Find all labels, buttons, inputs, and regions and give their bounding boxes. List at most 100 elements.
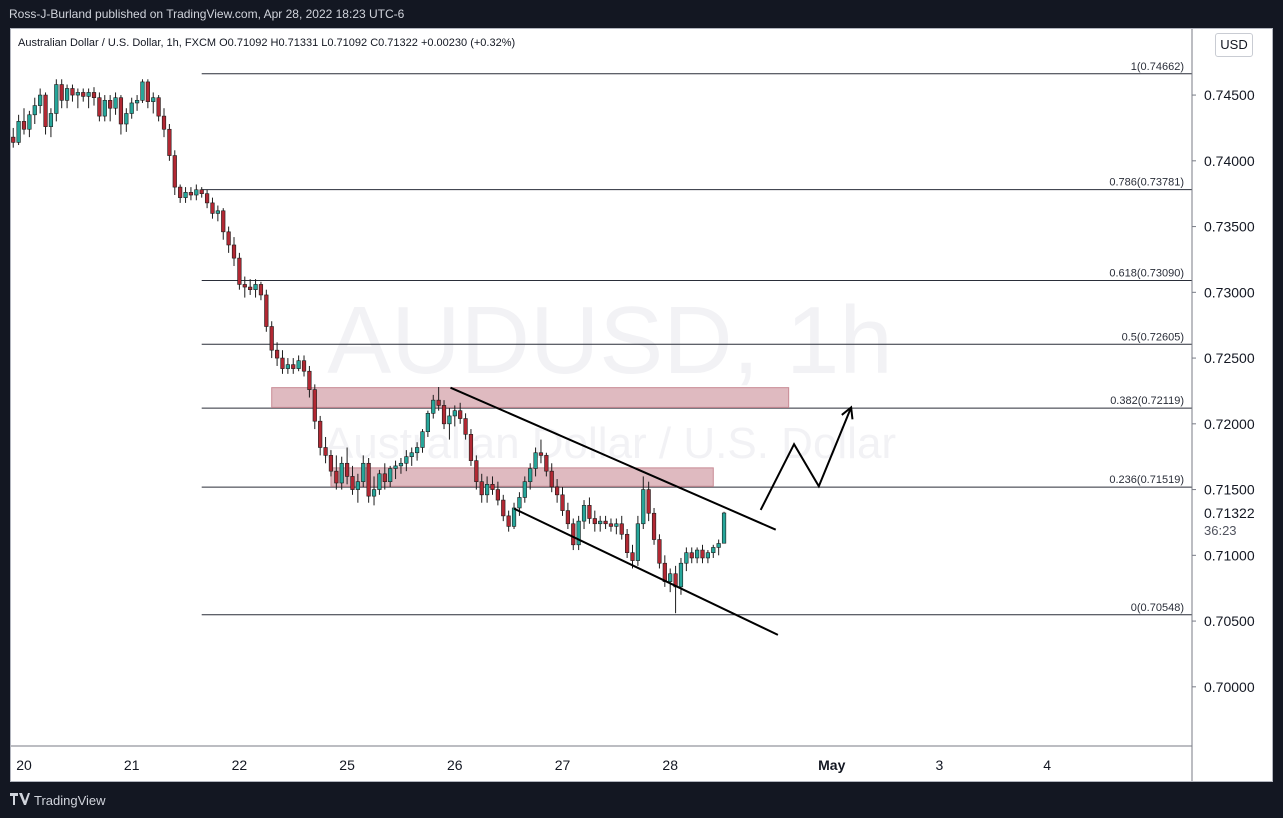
- candle-up: [695, 549, 700, 559]
- candle-down: [172, 155, 177, 188]
- candle-down: [70, 88, 75, 96]
- candle-up: [528, 468, 533, 482]
- candle-up: [576, 520, 581, 546]
- time-tick-label: 28: [662, 757, 678, 773]
- candle-down: [11, 136, 16, 143]
- currency-button[interactable]: USD: [1215, 33, 1253, 57]
- candle-down: [608, 523, 614, 527]
- tradingview-brand-label: TradingView: [34, 793, 106, 808]
- candle-down: [689, 552, 694, 559]
- candle-up: [614, 523, 619, 527]
- channel-trendline[interactable]: [513, 507, 779, 636]
- candle-down: [204, 193, 210, 204]
- candle-up: [377, 473, 382, 490]
- candle-up: [124, 113, 129, 125]
- candle-up: [296, 360, 301, 369]
- candle-down: [210, 202, 215, 214]
- candle-up: [27, 114, 32, 130]
- candle-down: [565, 510, 570, 525]
- candle-down: [188, 192, 194, 196]
- candle-up: [517, 497, 522, 509]
- candle-up: [38, 94, 43, 106]
- candle-up: [425, 413, 430, 433]
- projection-arrowhead-icon: [841, 405, 854, 420]
- candle-up: [393, 465, 398, 469]
- candle-up: [371, 489, 377, 497]
- candle-up: [452, 410, 457, 417]
- candle-down: [334, 470, 339, 484]
- candle-down: [280, 357, 285, 369]
- candle-down: [258, 284, 264, 296]
- candle-down: [167, 128, 172, 156]
- chart-area[interactable]: AUDUSD, 1h Australian Dollar / U.S. Dolla…: [10, 28, 1273, 782]
- candle-down: [221, 210, 226, 233]
- price-tick-label: 0.73500: [1204, 219, 1255, 235]
- candle-up: [447, 415, 452, 425]
- candle-down: [178, 186, 183, 198]
- projection-path[interactable]: [759, 407, 853, 511]
- last-price-tag-bg: [1193, 502, 1273, 539]
- candle-down: [156, 97, 161, 117]
- candle-down: [463, 418, 468, 435]
- candle-up: [533, 452, 538, 469]
- tradingview-logo-icon: [10, 793, 30, 808]
- candle-down: [264, 294, 269, 327]
- symbol-legend: Australian Dollar / U.S. Dollar, 1h, FXC…: [18, 37, 515, 49]
- tradingview-brand[interactable]: TradingView: [10, 793, 106, 808]
- candle-up: [420, 431, 425, 448]
- candle-down: [274, 349, 280, 359]
- candle-up: [285, 364, 290, 369]
- candle-up: [355, 481, 360, 490]
- candle-down: [366, 462, 371, 497]
- time-tick-label: 27: [555, 757, 571, 773]
- candle-up: [86, 92, 91, 97]
- candle-down: [118, 97, 124, 125]
- candle-up: [705, 552, 710, 559]
- candle-down: [700, 549, 705, 559]
- candle-down: [625, 533, 630, 553]
- candle-down: [199, 189, 204, 194]
- fib-level-label: 0.382(0.72119): [1110, 395, 1184, 407]
- candle-up: [194, 189, 199, 196]
- candle-down: [307, 370, 312, 390]
- candle-down: [350, 476, 355, 490]
- candle-down: [108, 100, 113, 109]
- candle-down: [382, 473, 387, 482]
- price-tick-label: 0.70000: [1204, 679, 1255, 695]
- candle-down: [318, 420, 323, 448]
- candle-down: [161, 115, 167, 130]
- candle-down: [571, 523, 576, 546]
- watermark-symbol: AUDUSD, 1h: [327, 287, 893, 394]
- candle-down: [555, 486, 560, 496]
- fib-level-label: 0.236(0.71519): [1109, 474, 1184, 486]
- watermark-name: Australian Dollar / U.S. Dollar: [324, 419, 896, 468]
- fib-level-label: 0.618(0.73090): [1109, 267, 1184, 279]
- time-tick-label: May: [818, 757, 845, 773]
- top-bar: Ross-J-Burland published on TradingView.…: [0, 0, 1283, 28]
- candle-down: [468, 434, 474, 461]
- supply-zone-rect[interactable]: [271, 387, 790, 408]
- candle-up: [485, 484, 490, 496]
- candle-down: [237, 257, 242, 285]
- candle-down: [81, 92, 86, 97]
- candle-up: [668, 573, 673, 582]
- candle-up: [134, 100, 140, 104]
- candle-up: [581, 505, 587, 522]
- candle-down: [231, 244, 237, 259]
- last-price-label: 0.71322: [1204, 505, 1255, 521]
- price-tick-label: 0.71000: [1204, 547, 1255, 563]
- price-tick-label: 0.70500: [1204, 613, 1255, 629]
- price-tick-label: 0.72000: [1204, 416, 1255, 432]
- candle-up: [511, 507, 517, 527]
- candle-down: [344, 462, 350, 477]
- candle-up: [398, 462, 404, 467]
- supply-zone-rect[interactable]: [330, 467, 714, 487]
- candle-up: [711, 547, 716, 553]
- candle-up: [140, 81, 145, 101]
- candle-down: [312, 389, 317, 422]
- candle-up: [32, 105, 37, 116]
- time-tick-label: 3: [936, 757, 944, 773]
- fib-level-label: 0.786(0.73781): [1109, 177, 1184, 189]
- candle-down: [242, 284, 247, 288]
- channel-trendline[interactable]: [450, 386, 777, 531]
